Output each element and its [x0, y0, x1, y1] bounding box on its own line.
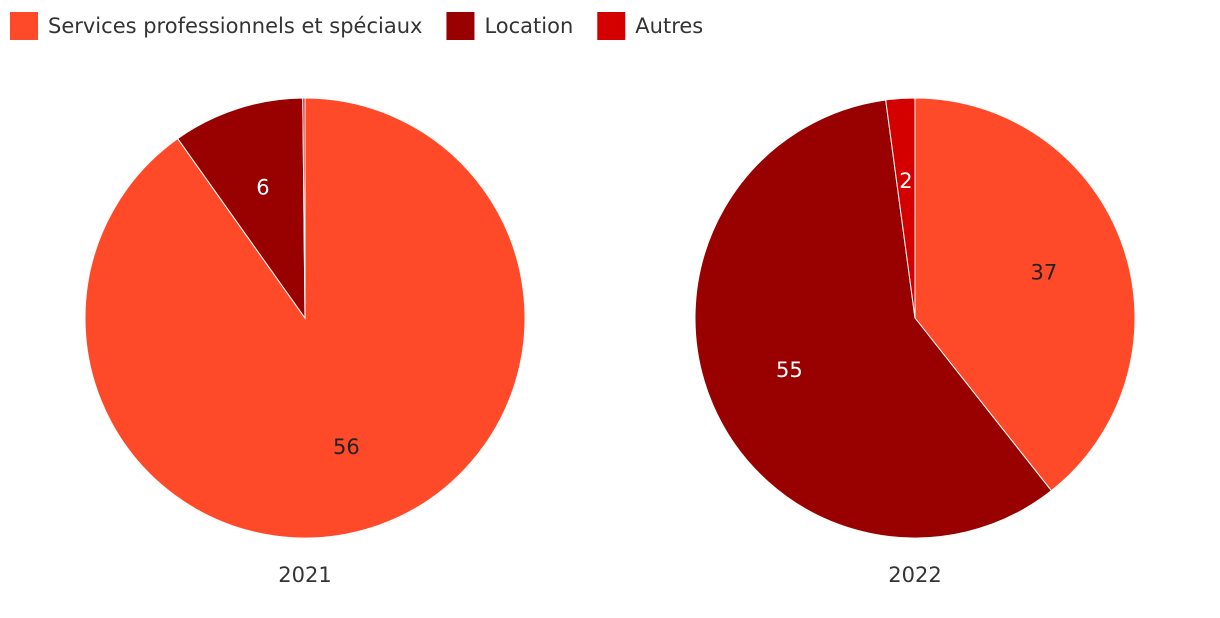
data-label: 6 [256, 175, 269, 199]
legend-swatch [10, 12, 38, 40]
legend-swatch [597, 12, 626, 40]
pie-title: 2022 [888, 563, 941, 587]
data-label: 2 [899, 169, 912, 193]
pie-slice [302, 97, 306, 319]
data-label: 55 [776, 358, 803, 382]
pie-title: 2021 [278, 563, 331, 587]
pie-slice [694, 99, 1053, 539]
pie-slice [176, 97, 306, 320]
legend-label: Services professionnels et spéciaux [48, 14, 422, 38]
legend-label: Location [484, 14, 573, 38]
pie-slice [885, 97, 916, 319]
pie-slice [914, 97, 1136, 492]
legend-swatch [446, 12, 475, 40]
data-label: 37 [1030, 260, 1057, 284]
data-label: 56 [333, 435, 360, 459]
legend-label: Autres [635, 14, 703, 38]
